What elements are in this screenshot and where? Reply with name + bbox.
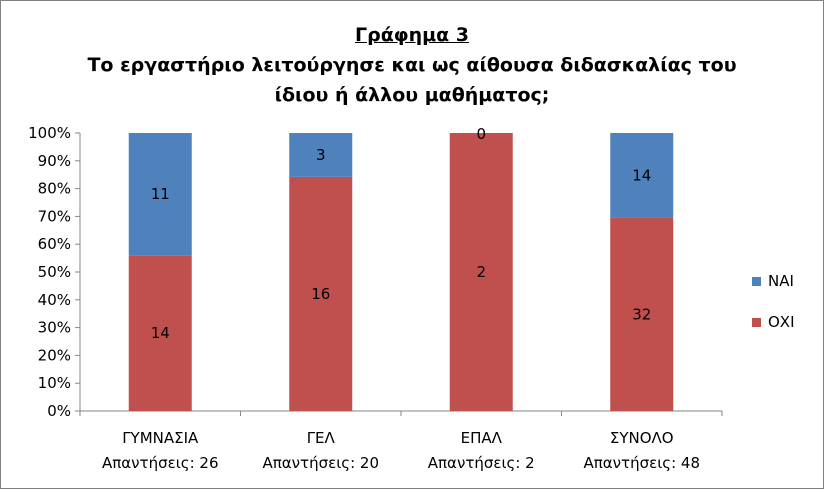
chart-subtitle-line2: ίδιου ή άλλου μαθήματος; bbox=[274, 84, 550, 106]
legend-label-nai: ΝΑΙ bbox=[768, 272, 794, 290]
legend-item-oxi: ΟΧΙ bbox=[752, 311, 795, 333]
bar-nai bbox=[128, 133, 192, 256]
x-category-label: ΓΕΛ bbox=[307, 429, 336, 447]
y-tick-label: 10% bbox=[38, 374, 71, 392]
y-tick-label: 90% bbox=[38, 152, 71, 170]
x-category-sublabel: Απαντήσεις: 20 bbox=[263, 454, 380, 472]
bar-oxi bbox=[449, 133, 513, 411]
legend-item-nai: ΝΑΙ bbox=[752, 270, 795, 292]
y-tick-label: 60% bbox=[38, 235, 71, 253]
data-label: 32 bbox=[632, 305, 651, 323]
y-tick-label: 70% bbox=[38, 207, 71, 225]
bar-nai bbox=[289, 133, 353, 177]
bar-oxi bbox=[289, 176, 353, 411]
data-label: 3 bbox=[316, 146, 326, 164]
bar-oxi bbox=[610, 217, 674, 411]
data-label: 16 bbox=[311, 285, 330, 303]
data-label: 2 bbox=[476, 263, 486, 281]
x-category-sublabel: Απαντήσεις: 48 bbox=[584, 454, 701, 472]
x-category-label: ΣΥΝΟΛΟ bbox=[610, 429, 674, 447]
legend-swatch-nai bbox=[752, 276, 761, 286]
y-tick-label: 100% bbox=[28, 124, 71, 142]
y-tick-label: 80% bbox=[38, 180, 71, 198]
y-tick-label: 0% bbox=[47, 402, 71, 420]
data-label: 0 bbox=[476, 125, 486, 143]
x-category-label: ΕΠΑΛ bbox=[461, 429, 503, 447]
data-label: 11 bbox=[151, 185, 170, 203]
y-tick-label: 20% bbox=[38, 346, 71, 364]
x-category-sublabel: Απαντήσεις: 2 bbox=[428, 454, 535, 472]
y-tick-label: 30% bbox=[38, 319, 71, 337]
x-category-sublabel: Απαντήσεις: 26 bbox=[102, 454, 219, 472]
legend-swatch-oxi bbox=[752, 317, 761, 327]
y-tick-label: 40% bbox=[38, 291, 71, 309]
chart-subtitle-line1: Το εργαστήριο λειτούργησε και ως αίθουσα… bbox=[87, 54, 737, 76]
legend-label-oxi: ΟΧΙ bbox=[768, 313, 795, 331]
y-tick-label: 50% bbox=[38, 263, 71, 281]
bar-nai bbox=[610, 133, 674, 218]
data-label: 14 bbox=[151, 324, 170, 342]
chart-title-block: Γράφημα 3 Το εργαστήριο λειτούργησε και … bbox=[0, 20, 824, 110]
x-category-label: ΓΥΜΝΑΣΙΑ bbox=[122, 429, 199, 447]
data-label: 14 bbox=[632, 166, 651, 184]
legend: ΝΑΙ ΟΧΙ bbox=[752, 270, 795, 352]
bar-oxi bbox=[128, 255, 192, 411]
chart-title: Γράφημα 3 bbox=[354, 24, 470, 46]
